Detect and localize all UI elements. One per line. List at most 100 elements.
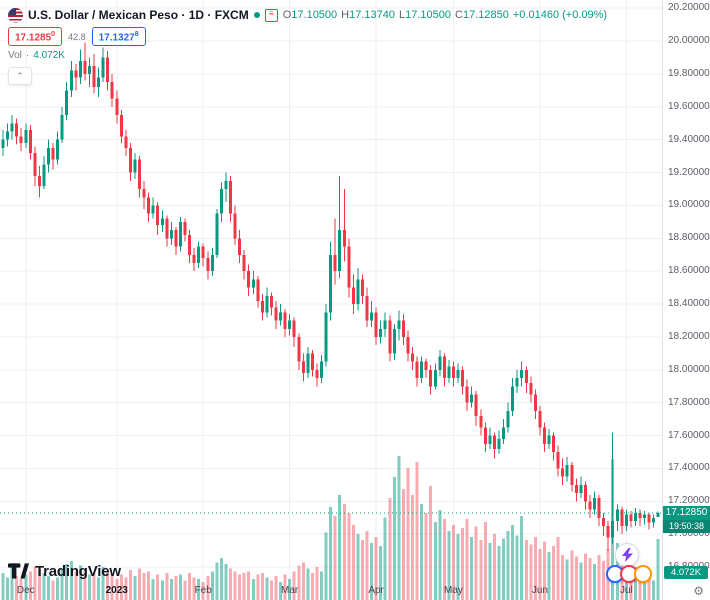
candle-body <box>502 427 505 439</box>
volume-bar <box>124 577 128 600</box>
volume-bar <box>488 543 492 600</box>
candle-body <box>115 98 119 116</box>
candle-body <box>656 513 660 517</box>
candle-body <box>638 512 642 518</box>
candle-body <box>347 246 351 288</box>
candle-body <box>297 336 301 362</box>
candle-body <box>42 164 46 186</box>
volume-bar <box>219 558 223 600</box>
candle-body <box>224 180 228 190</box>
price-axis-label: 18.60000 <box>668 265 710 277</box>
candle-body <box>201 246 205 259</box>
volume-bar <box>597 555 601 600</box>
volume-bar <box>283 574 287 600</box>
volume-bar <box>424 513 428 600</box>
volume-bar <box>151 579 155 600</box>
volume-bar <box>60 568 64 600</box>
candle-body <box>183 221 187 236</box>
candle-body <box>542 427 546 444</box>
volume-bar <box>470 537 474 600</box>
candle-body <box>565 465 569 477</box>
volume-separator: · <box>25 50 30 62</box>
candle-body <box>192 254 196 264</box>
volume-bar <box>483 522 487 600</box>
high-label: H <box>341 9 350 21</box>
volume-bar <box>97 577 101 600</box>
candle-body <box>388 320 392 354</box>
candle-body <box>238 238 242 255</box>
candle-body <box>652 517 656 523</box>
reactions-cluster[interactable] <box>606 565 652 583</box>
price-axis-label: 19.80000 <box>668 67 710 79</box>
candle-body <box>338 230 342 272</box>
price-axis[interactable]: 16.8000017.0000017.2000017.4000017.60000… <box>662 0 710 600</box>
price-axis-label: 20.00000 <box>668 35 710 47</box>
sell-price-button[interactable]: 17.12850 <box>8 27 63 47</box>
volume-bar <box>69 561 73 600</box>
candle-body <box>119 115 123 137</box>
candle-body <box>320 361 323 379</box>
volume-bar <box>647 577 651 600</box>
volume-bar <box>110 576 114 600</box>
price-axis-label: 19.60000 <box>668 100 710 112</box>
volume-bar <box>178 574 182 600</box>
time-axis-label: Jul <box>619 585 633 596</box>
candle-body <box>56 139 60 160</box>
volume-bar <box>383 517 387 600</box>
quick-actions-button[interactable] <box>615 543 639 567</box>
candle-body <box>10 123 14 132</box>
candle-body <box>465 386 469 403</box>
reaction-circle-icon[interactable] <box>634 565 652 583</box>
candle-body <box>470 394 474 403</box>
volume-bar <box>420 504 424 600</box>
candle-body <box>511 386 515 411</box>
candle-body <box>188 235 192 255</box>
news-icon[interactable]: ≡ <box>264 8 278 22</box>
candle-body <box>37 175 41 186</box>
time-axis[interactable]: Dec 2023 Feb Mar Apr May Jun Jul <box>0 580 662 600</box>
volume-bar <box>247 571 251 600</box>
candle-body <box>1 139 5 148</box>
volume-bar <box>183 580 187 600</box>
change-value: +0.01460 (+0.09%) <box>512 9 608 21</box>
open-value: 17.10500 <box>291 9 338 21</box>
candle-body <box>97 77 101 88</box>
open-label: O <box>282 9 292 21</box>
volume-bar <box>65 564 69 600</box>
candle-body <box>160 218 164 226</box>
candle-body <box>106 57 110 83</box>
candle-body <box>506 410 510 428</box>
volume-bar <box>115 579 119 600</box>
volume-bar <box>310 573 314 600</box>
volume-bar <box>315 567 319 600</box>
volume-bar <box>370 543 374 600</box>
legend-collapse-button[interactable]: ⌃ <box>8 67 32 86</box>
candle-body <box>547 435 551 444</box>
candle-body <box>110 82 114 99</box>
usd-flag-icon <box>8 7 23 23</box>
volume-bar <box>279 582 283 600</box>
volume-bar <box>101 567 105 600</box>
candle-body <box>556 452 560 469</box>
candle-body <box>483 427 487 444</box>
candle-body <box>92 65 96 88</box>
price-axis-label: 20.20000 <box>668 2 710 14</box>
volume-bar <box>320 571 323 600</box>
volume-bar <box>351 525 355 600</box>
volume-bar <box>260 573 264 600</box>
settings-gear-icon[interactable]: ⚙ <box>693 584 704 598</box>
volume-legend: Vol · 4.072K <box>8 50 607 61</box>
candle-body <box>488 435 492 444</box>
tradingview-logo[interactable]: TradingView <box>8 562 121 580</box>
ohlc-readout: O17.10500 H17.13740 L17.10500 C17.12850 … <box>283 9 607 21</box>
volume-value: 4.072K <box>33 50 65 62</box>
candle-body <box>265 295 269 313</box>
volume-bar <box>461 528 465 600</box>
candle-body <box>178 221 182 247</box>
volume-bar <box>492 534 496 600</box>
symbol-title[interactable]: U.S. Dollar / Mexican Peso · 1D · FXCM <box>28 8 249 22</box>
volume-bar <box>456 534 460 600</box>
buy-price-button[interactable]: 17.13278 <box>91 27 146 47</box>
volume-bar <box>242 573 246 600</box>
